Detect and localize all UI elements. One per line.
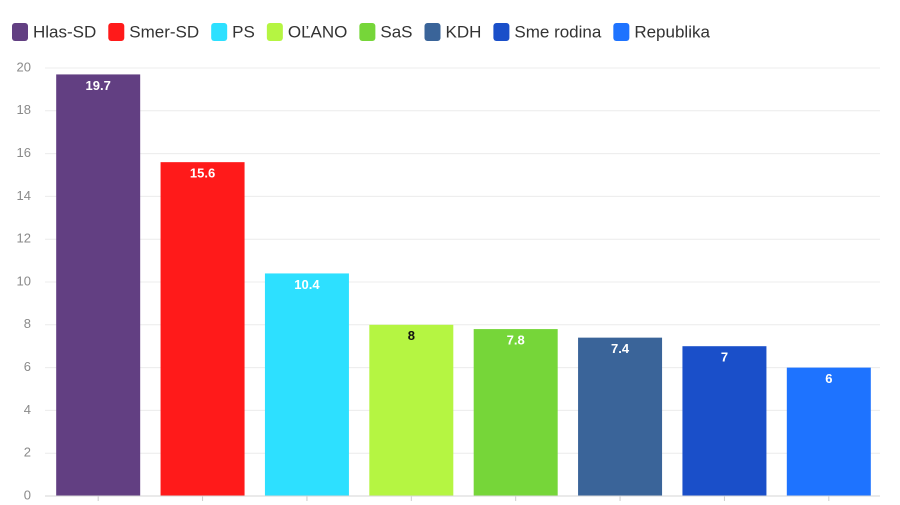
y-tick-label: 18 — [17, 102, 31, 117]
bar[interactable] — [682, 346, 767, 496]
bar-value-label: 7.8 — [507, 333, 525, 348]
bar-value-label: 10.4 — [294, 277, 320, 292]
bar-value-label: 19.7 — [86, 78, 111, 93]
y-tick-label: 16 — [17, 145, 31, 160]
y-tick-label: 6 — [24, 359, 31, 374]
bar-value-label: 7 — [721, 350, 728, 365]
legend-label[interactable]: KDH — [446, 22, 482, 41]
bars — [56, 74, 871, 497]
legend-swatch[interactable] — [613, 23, 630, 41]
bar-value-label: 8 — [408, 328, 415, 343]
legend-swatch[interactable] — [108, 23, 125, 41]
legend-label[interactable]: Hlas-SD — [33, 22, 96, 41]
bar[interactable] — [160, 162, 245, 496]
y-tick-label: 20 — [17, 59, 31, 74]
bar-value-label: 15.6 — [190, 166, 215, 181]
legend: Hlas-SD Smer-SD PS OĽANO SaS KDH Sme rodina Rep… — [12, 22, 710, 41]
bar[interactable] — [578, 337, 663, 496]
bar[interactable] — [369, 324, 454, 496]
bar[interactable] — [473, 329, 558, 496]
legend-swatch[interactable] — [266, 23, 283, 41]
legend-swatch[interactable] — [424, 23, 441, 41]
bar-value-label: 6 — [825, 371, 832, 386]
y-tick-label: 2 — [24, 445, 31, 460]
legend-label[interactable]: Republika — [634, 22, 710, 41]
legend-label[interactable]: OĽANO — [288, 22, 348, 41]
y-tick-label: 0 — [24, 487, 31, 502]
y-tick-label: 4 — [24, 402, 31, 417]
legend-label[interactable]: Sme rodina — [514, 22, 601, 41]
x-axis — [45, 495, 880, 501]
y-axis: 0 2 4 6 8 10 12 14 16 18 20 — [17, 59, 31, 502]
legend-swatch[interactable] — [211, 23, 228, 41]
bar[interactable] — [786, 367, 871, 496]
bar[interactable] — [264, 273, 349, 496]
legend-label[interactable]: SaS — [380, 22, 412, 41]
bar[interactable] — [56, 74, 141, 497]
y-tick-label: 14 — [17, 188, 31, 203]
legend-swatch[interactable] — [12, 23, 28, 41]
legend-swatch[interactable] — [493, 23, 510, 41]
y-tick-label: 10 — [17, 273, 31, 288]
legend-label[interactable]: PS — [232, 22, 255, 41]
y-tick-label: 12 — [17, 231, 31, 246]
legend-label[interactable]: Smer-SD — [129, 22, 199, 41]
data-labels: 19.7 15.6 10.4 8 7.8 7.4 7 6 — [86, 78, 833, 386]
bar-value-label: 7.4 — [611, 341, 630, 356]
y-tick-label: 8 — [24, 316, 31, 331]
legend-swatch[interactable] — [359, 23, 376, 41]
